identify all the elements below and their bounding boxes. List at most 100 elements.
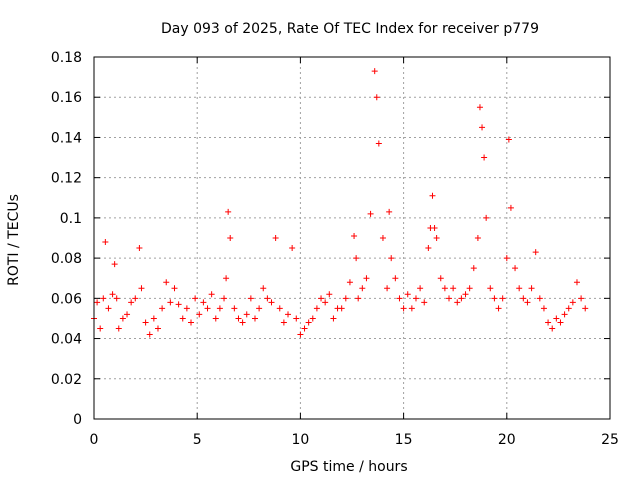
data-point (569, 299, 576, 306)
x-tick-label: 25 (601, 432, 619, 448)
data-point (260, 285, 267, 292)
y-tick-label: 0.18 (51, 50, 82, 66)
data-point (481, 154, 488, 161)
data-point (359, 285, 366, 292)
data-point (483, 214, 490, 221)
tick-labels: 0 0.02 0.04 0.06 0.08 0.1 0.12 0.14 0.16 0.18 0 5 10… (51, 50, 619, 448)
data-point (532, 249, 539, 256)
data-point (520, 295, 527, 302)
data-point (200, 299, 207, 306)
data-point (208, 291, 215, 298)
data-point (557, 319, 564, 326)
data-point (94, 299, 101, 306)
data-point (216, 305, 223, 312)
data-point (512, 265, 519, 272)
data-point (280, 319, 287, 326)
data-point (301, 325, 308, 332)
data-point (431, 224, 438, 231)
data-point (318, 295, 325, 302)
data-point (582, 305, 589, 312)
data-point (417, 285, 424, 292)
data-point (404, 291, 411, 298)
data-points (91, 68, 589, 338)
data-point (159, 305, 166, 312)
data-point (105, 305, 112, 312)
data-point (379, 235, 386, 241)
x-tick-label: 0 (90, 432, 99, 448)
data-point (421, 299, 428, 306)
y-axis-label: ROTI / TECUs (6, 194, 22, 286)
x-tick-label: 15 (395, 432, 413, 448)
data-point (272, 235, 279, 241)
data-point (154, 325, 161, 332)
data-point (225, 208, 232, 215)
data-point (450, 285, 457, 292)
data-point (204, 305, 211, 312)
data-point (146, 331, 153, 338)
data-point (351, 232, 358, 239)
data-point (305, 319, 312, 326)
data-point (540, 305, 547, 312)
data-point (342, 295, 349, 302)
data-point (367, 210, 374, 217)
data-point (528, 285, 535, 292)
data-point (115, 325, 122, 332)
data-point (313, 305, 320, 312)
y-tick-label: 0.12 (51, 171, 82, 187)
data-point (109, 291, 116, 298)
data-point (188, 319, 195, 326)
data-point (132, 295, 139, 302)
data-point (388, 255, 395, 262)
y-tick-label: 0.14 (51, 130, 82, 146)
y-tick-label: 0.06 (51, 291, 82, 307)
data-point (285, 311, 292, 318)
data-point (441, 285, 448, 292)
data-point (293, 315, 300, 322)
data-point (503, 255, 510, 262)
data-point (221, 295, 228, 302)
data-point (264, 295, 271, 302)
data-point (549, 325, 556, 332)
axis-ticks (93, 56, 611, 420)
data-point (289, 245, 296, 252)
data-point (338, 305, 345, 312)
data-point (505, 136, 512, 143)
data-point (247, 295, 254, 302)
y-tick-label: 0 (73, 412, 82, 428)
data-point (223, 275, 230, 282)
data-point (536, 295, 543, 302)
data-point (309, 315, 316, 322)
data-point (561, 311, 568, 318)
data-point (553, 315, 560, 322)
data-point (466, 285, 473, 292)
data-point (371, 68, 378, 75)
data-point (573, 279, 580, 286)
data-point (470, 265, 477, 272)
data-point (396, 295, 403, 302)
data-point (474, 235, 481, 241)
data-point (243, 311, 250, 318)
data-point (138, 285, 145, 292)
data-point (408, 305, 415, 312)
data-point (142, 319, 149, 326)
data-point (392, 275, 399, 282)
data-point (119, 315, 126, 322)
data-point (524, 299, 531, 306)
data-point (128, 299, 135, 306)
data-point (268, 299, 275, 306)
y-tick-label: 0.08 (51, 251, 82, 267)
data-point (235, 315, 242, 322)
data-point (326, 291, 333, 298)
data-point (565, 305, 572, 312)
data-point (330, 315, 337, 322)
data-point (545, 319, 552, 326)
data-point (384, 285, 391, 292)
data-point (363, 275, 370, 282)
data-point (212, 315, 219, 322)
data-point (429, 192, 436, 199)
data-point (196, 311, 203, 318)
data-point (346, 279, 353, 286)
data-point (297, 331, 304, 338)
